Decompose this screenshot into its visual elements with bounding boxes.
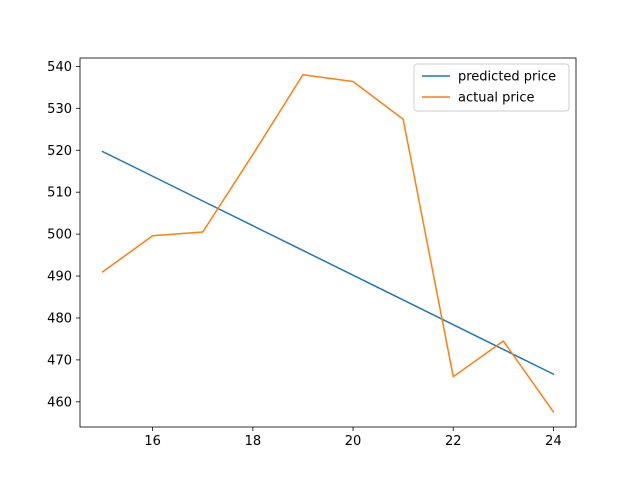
y-tick-label: 530 [47, 102, 72, 117]
y-tick-label: 470 [47, 353, 72, 368]
legend: predicted price actual price [413, 63, 570, 112]
y-tick-label: 510 [47, 186, 72, 201]
legend-label-0: predicted price [458, 70, 556, 85]
x-tick-label: 22 [445, 434, 462, 449]
y-axis: 460 470 480 490 500 510 520 530 540 [47, 60, 80, 410]
axes-frame [79, 57, 577, 428]
y-tick-label: 460 [47, 395, 72, 410]
x-axis: 16 18 20 22 24 [144, 427, 562, 449]
y-tick-label: 540 [47, 60, 72, 75]
x-tick-label: 18 [245, 434, 262, 449]
series-layer [101, 74, 555, 413]
x-tick-label: 24 [545, 434, 562, 449]
x-tick-label: 20 [345, 434, 362, 449]
y-tick-label: 480 [47, 311, 72, 326]
series-line-1 [101, 74, 555, 413]
y-tick-label: 500 [47, 228, 72, 243]
legend-box [413, 63, 570, 112]
x-tick-label: 16 [144, 434, 161, 449]
legend-label-1: actual price [458, 91, 535, 106]
series-line-0 [101, 150, 555, 376]
plot-area [80, 58, 576, 427]
axes-spines [79, 57, 577, 428]
y-tick-label: 490 [47, 270, 72, 285]
y-tick-label: 520 [47, 144, 72, 159]
plot-background [80, 58, 576, 427]
